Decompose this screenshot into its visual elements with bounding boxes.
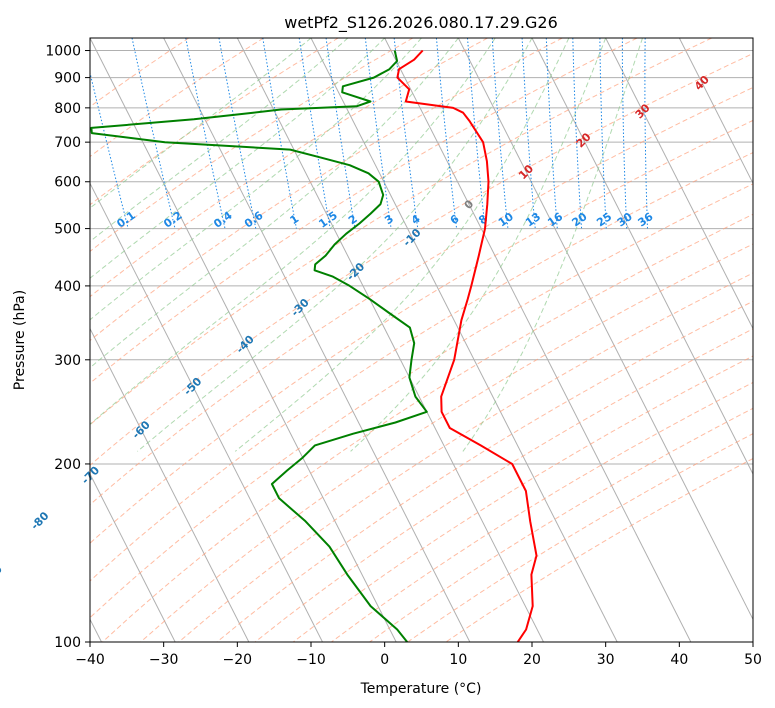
mixing-ratio-line [491, 38, 509, 229]
y-tick-label: 400 [54, 279, 81, 295]
y-tick-label: 800 [54, 101, 81, 117]
moist-adiabat [90, 38, 496, 425]
moist-adiabat [90, 38, 349, 243]
dry-adiabat [216, 300, 753, 642]
isotherm-line [236, 38, 544, 642]
moist-adiabat [90, 38, 312, 209]
y-tick-label: 100 [54, 635, 81, 651]
dry-adiabat [90, 52, 753, 466]
isotherm-line [384, 38, 692, 642]
mixing-ratio-line [621, 38, 628, 229]
dry-adiabat [90, 38, 638, 384]
x-tick-label: −30 [149, 652, 179, 668]
x-axis: −40 −30 −20 −10 0 10 20 30 40 50 [75, 642, 762, 668]
y-tick-label: 900 [54, 71, 81, 87]
dry-adiabat [90, 151, 753, 582]
isotherm-line [457, 38, 753, 621]
mixing-ratio-line [521, 38, 536, 229]
y-tick-label: 200 [54, 457, 81, 473]
plot-frame [89, 37, 754, 643]
isotherm-line [90, 182, 323, 642]
mixing-ratio-line [435, 38, 458, 229]
y-tick-label: 600 [54, 175, 81, 191]
isotherm-line [163, 38, 471, 642]
x-tick-label: −20 [223, 652, 253, 668]
moist-adiabat [234, 38, 570, 452]
moist-adiabat [90, 38, 459, 369]
isotherm-label: -90 [0, 562, 5, 585]
dry-adiabat [90, 38, 563, 342]
mixing-ratio-line [467, 38, 486, 229]
mixing-ratio-line [393, 38, 419, 229]
y-tick-label: 500 [54, 222, 81, 238]
temperature-profile-line [396, 49, 538, 642]
dewpoint-profile-line [90, 50, 428, 642]
mixing-ratio-line [599, 38, 607, 229]
y-axis-title: Pressure (hPa) [12, 290, 28, 390]
isotherm-line [90, 472, 176, 642]
dry-adiabat [90, 183, 753, 619]
x-tick-label: −10 [296, 652, 326, 668]
moist-adiabat [462, 38, 643, 452]
x-tick-label: −40 [75, 652, 105, 668]
y-tick-label: 700 [54, 135, 81, 151]
dry-adiabat [90, 119, 753, 544]
series-layer [90, 49, 538, 642]
x-axis-title: Temperature (°C) [360, 681, 482, 697]
y-axis: 100 200 300 400 500 600 700 800 900 1000 [45, 44, 90, 651]
plot-background [90, 38, 753, 642]
x-tick-label: 50 [744, 652, 762, 668]
dry-adiabat [90, 38, 488, 298]
isotherm-line [605, 38, 753, 330]
isotherm-line [531, 38, 753, 476]
mixing-ratio-line [644, 38, 648, 229]
isotherm-line [90, 327, 250, 642]
chart-title: wetPf2_S126.2026.080.17.29.G26 [284, 13, 558, 33]
x-tick-label: 30 [597, 652, 615, 668]
mixing-ratio-line [90, 70, 129, 229]
dry-adiabat [140, 243, 753, 642]
moist-adiabat [350, 38, 607, 452]
y-tick-label: 1000 [45, 44, 81, 60]
mixing-ratio-line [545, 38, 558, 229]
x-tick-label: 40 [670, 652, 688, 668]
moist-adiabat [90, 38, 422, 321]
dry-adiabat [90, 38, 190, 108]
dry-adiabat [178, 272, 753, 642]
dry-adiabat [90, 38, 414, 253]
y-tick-label: 300 [54, 353, 81, 369]
isotherm-line [678, 38, 753, 185]
x-tick-label: 10 [449, 652, 467, 668]
moist-adiabat [137, 38, 533, 452]
x-tick-label: 0 [380, 652, 389, 668]
x-tick-label: 20 [523, 652, 541, 668]
dry-adiabat [90, 38, 712, 426]
mixing-ratio-line [131, 38, 176, 229]
moist-adiabat [90, 38, 386, 279]
mixing-ratio-line [572, 38, 583, 229]
